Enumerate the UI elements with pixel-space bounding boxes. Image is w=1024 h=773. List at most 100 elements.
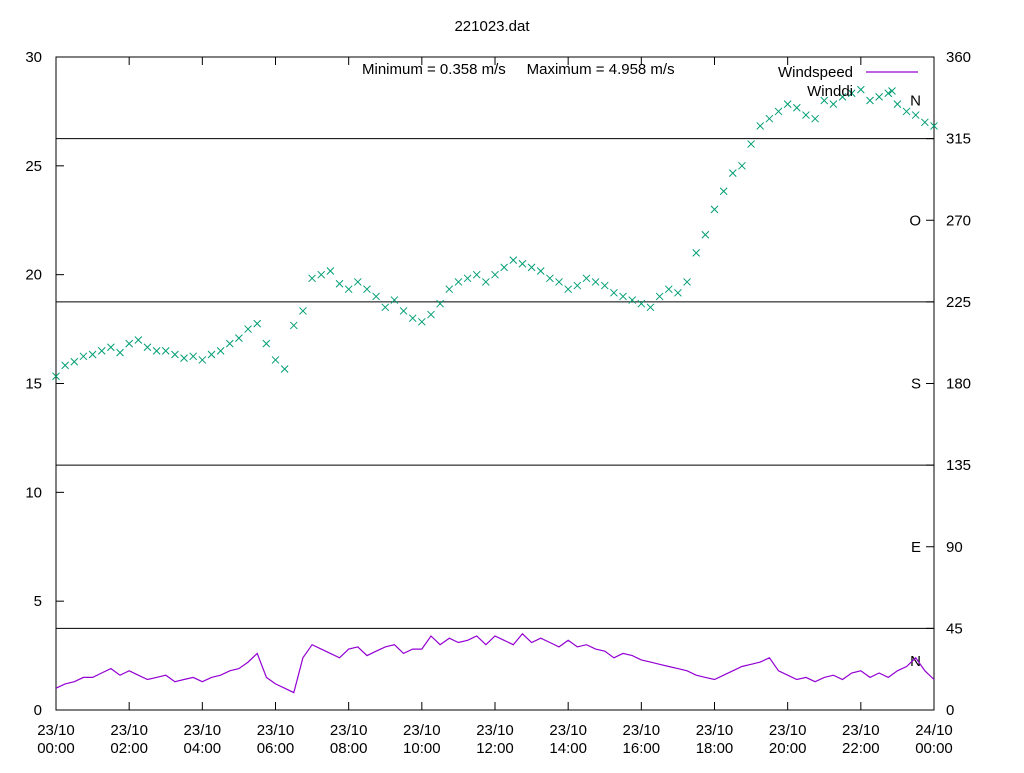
winddir-point <box>582 274 591 283</box>
winddir-point <box>52 372 60 381</box>
winddir-point <box>683 278 691 286</box>
winddir-point <box>893 100 902 109</box>
winddir-point <box>299 307 307 315</box>
winddir-point <box>436 299 444 308</box>
winddir-point <box>847 89 856 98</box>
winddir-point <box>271 356 280 364</box>
winddir-point <box>171 350 179 359</box>
winddir-point <box>97 346 106 355</box>
y-left-tick-label: 5 <box>34 593 42 610</box>
winddir-point <box>344 285 353 294</box>
x-tick-label-date: 24/10 <box>915 722 953 739</box>
winddir-point <box>811 114 819 123</box>
winddir-point <box>719 187 728 196</box>
min-max-annotation: Minimum = 0.358 m/s Maximum = 4.958 m/s <box>362 61 675 78</box>
winddir-point <box>710 205 719 214</box>
x-tick-label-time: 14:00 <box>549 740 587 757</box>
series-points-winddir <box>52 85 938 381</box>
winddir-point <box>225 339 234 348</box>
winddir-point <box>573 281 582 290</box>
winddir-point <box>838 93 847 101</box>
x-tick-label-date: 23/10 <box>769 722 807 739</box>
x-tick-label-time: 02:00 <box>110 740 148 757</box>
x-tick-label-date: 23/10 <box>549 722 587 739</box>
winddir-point <box>610 288 618 297</box>
winddir-point <box>866 96 874 105</box>
winddir-point <box>482 278 490 286</box>
x-tick-label-date: 23/10 <box>257 722 295 739</box>
y-right-tick-label: 270 <box>946 212 971 229</box>
winddir-point <box>207 350 216 359</box>
winddir-point <box>463 274 472 283</box>
winddir-point <box>921 118 929 127</box>
x-tick-label-time: 06:00 <box>257 740 295 757</box>
winddir-point <box>88 350 97 359</box>
winddir-point <box>326 267 335 275</box>
winddir-point <box>253 319 262 328</box>
y-left-tick-label: 25 <box>25 158 42 175</box>
x-tick-label-date: 23/10 <box>842 722 880 739</box>
winddir-point <box>107 343 115 352</box>
winddir-point <box>198 356 207 364</box>
winddir-point <box>70 357 79 366</box>
winddir-point <box>774 107 783 116</box>
x-tick-label-date: 23/10 <box>184 722 222 739</box>
y-right-tick-label: 180 <box>946 376 971 393</box>
y-right-tick-label: 0 <box>946 702 954 719</box>
winddir-point <box>399 307 408 315</box>
winddir-point <box>353 278 362 286</box>
compass-label: N <box>910 93 921 110</box>
x-tick-label-date: 23/10 <box>330 722 368 739</box>
winddir-point <box>161 346 170 355</box>
legend-label: Windspeed <box>778 64 853 81</box>
y-left-tick-label: 0 <box>34 702 42 719</box>
winddir-point <box>427 310 435 319</box>
winddir-point <box>372 292 380 301</box>
winddir-point <box>875 93 883 101</box>
winddir-point <box>79 352 88 361</box>
x-tick-label-time: 10:00 <box>403 740 441 757</box>
y-right-tick-label: 90 <box>946 539 963 556</box>
chart-title: 221023.dat <box>454 18 530 35</box>
x-tick-label-date: 23/10 <box>696 722 734 739</box>
winddir-point <box>600 281 609 290</box>
legend-label: Winddi <box>807 83 853 100</box>
winddir-point <box>820 96 829 105</box>
y-left-tick-label: 20 <box>25 267 42 284</box>
y-right-tick-label: 315 <box>946 131 971 148</box>
plot-frame <box>55 56 935 711</box>
compass-label: O <box>909 212 921 229</box>
y-left-tick-label: 10 <box>25 484 42 501</box>
winddir-point <box>491 270 499 279</box>
winddir-point <box>289 321 298 330</box>
winddir-point <box>664 285 673 294</box>
winddir-point <box>454 278 463 286</box>
winddir-point <box>756 122 765 130</box>
winddir-point <box>619 292 627 301</box>
y-left-tick-label: 30 <box>25 49 42 66</box>
winddir-point <box>692 249 701 257</box>
winddir-point <box>701 230 710 239</box>
winddir-point <box>902 107 911 116</box>
winddir-point <box>408 314 417 323</box>
x-tick-label-date: 23/10 <box>110 722 148 739</box>
winddir-point <box>61 361 69 370</box>
winddir-point <box>637 299 646 308</box>
y-left-tick-label: 15 <box>25 376 42 393</box>
winddir-point <box>518 259 527 268</box>
x-tick-label-time: 18:00 <box>696 740 734 757</box>
winddir-point <box>591 278 600 286</box>
winddir-point <box>564 285 573 294</box>
x-tick-label-date: 23/10 <box>403 722 441 739</box>
winddir-point <box>546 274 554 283</box>
winddir-point <box>125 339 134 348</box>
y-right-tick-label: 360 <box>946 49 971 66</box>
winddir-point <box>235 334 243 343</box>
winddir-point <box>262 339 271 348</box>
winddir-point <box>143 343 152 352</box>
y-right-tick-label: 135 <box>946 457 971 474</box>
winddir-point <box>363 285 371 294</box>
winddir-point <box>335 279 344 288</box>
